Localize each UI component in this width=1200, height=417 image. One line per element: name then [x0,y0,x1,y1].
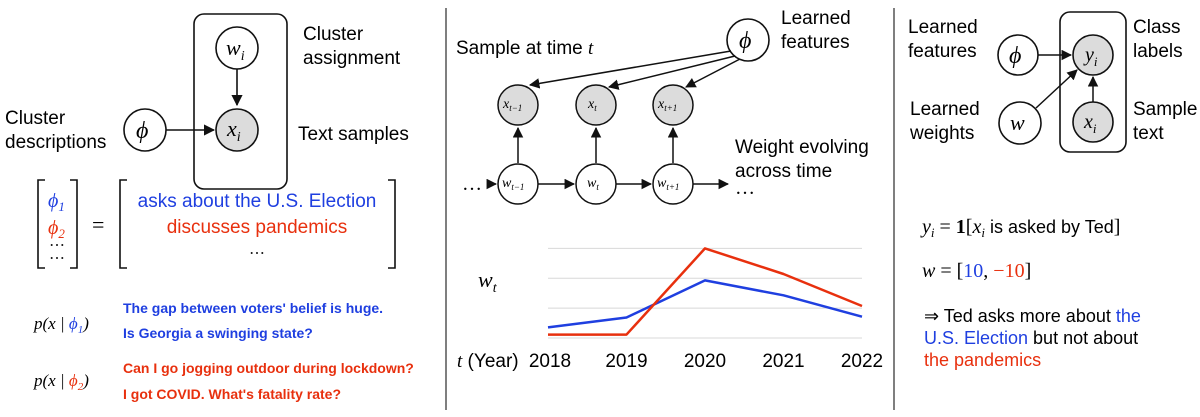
plate-box-cls [1059,11,1127,153]
conclusion-text: ⇒ Ted asks more about the U.S. Election … [924,306,1146,370]
node-phi-temporal [726,18,770,62]
cond-prob-phi1: p(x | ϕ1) [33,314,89,336]
equation-indicator: yi = 1[xi is asked by Ted] [920,216,1120,240]
node-y-i [1072,34,1114,76]
phi2-symbol: ϕ2 [48,217,65,241]
node-phi-temporal-label: ϕ [739,28,751,54]
node-x-t-label: xt [587,97,597,113]
node-x-i-label: xi [226,116,241,145]
node-w-cls [998,101,1042,145]
left-vector-bracket-open [37,179,45,269]
x-tick-label: 2018 [529,351,571,372]
label-text-samples: Text samples [298,124,409,145]
sample-covid: I got COVID. What's fatality rate? [123,386,341,402]
node-x-i-cls-label: xi [1083,111,1097,136]
label-class-labels: Class labels [1133,17,1186,62]
node-y-i-label: yi [1083,44,1098,69]
right-vector-bracket-open [119,179,127,269]
description-ellipsis: ⋯ [249,245,265,262]
sample-georgia: Is Georgia a swinging state? [123,325,313,341]
sample-jogging: Can I go jogging outdoor during lockdown… [123,360,414,376]
edge-phi-to-x-next [685,58,741,88]
node-x-t-plus-1-label: xt+1 [657,97,677,113]
label-learned-weights: Learned weights [909,99,985,144]
edge-phi-to-x-prev [528,50,732,89]
node-phi-label: ϕ [136,118,148,144]
weight-chart: 2018 2019 2020 2021 2022 [529,247,883,372]
ellipsis-row4: ⋯ [49,250,65,267]
phi1-symbol: ϕ1 [48,190,65,214]
node-x-t-plus-1 [652,84,694,126]
left-vector-bracket-close [70,179,78,269]
label-cluster-assignment: Cluster assignment [303,24,401,69]
chart-y-label-wt: wt [478,267,498,296]
plate-box [193,13,288,190]
edge-phi-to-x-curr [607,55,736,90]
panel-temporal: ϕ Learned features Sample at time t xt−1… [456,8,883,372]
node-x-i [215,108,259,152]
label-learned-features-cls: Learned features [908,17,983,62]
x-tick-label: 2021 [762,351,804,372]
panel-clustering: wi xi ϕ Cluster assignment Cluster descr… [5,13,414,402]
description-election: asks about the U.S. Election [138,191,377,212]
node-w-t-label: wt [587,176,599,192]
sample-voters-gap: The gap between voters' belief is huge. [123,300,383,316]
node-w-i-label: wi [226,35,245,64]
label-weight-evolving: Weight evolving across time [735,137,874,182]
node-w-t-minus-1-label: wt−1 [502,176,524,192]
x-tick-label: 2019 [605,351,647,372]
label-sample-text: Sample text [1133,99,1200,144]
panel-classification: Learned features Learned weights Class l… [908,11,1200,370]
right-vector-bracket-close [388,179,396,269]
chart-x-axis-label: t (Year) [457,351,519,372]
node-w-t-plus-1-label: wt+1 [657,176,679,192]
node-x-t [575,84,617,126]
label-learned-features-temporal: Learned features [781,8,856,53]
ellipsis-right: … [735,177,755,199]
cond-prob-phi2: p(x | ϕ2) [33,371,89,393]
ellipsis-left: … [462,173,482,195]
description-pandemics: discusses pandemics [167,217,348,238]
matrix-equation: ϕ1 ϕ2 ⋯ ⋯ = asks about the U.S. Election… [37,179,396,269]
ellipsis-row3: ⋯ [49,237,65,254]
series-line-blue [547,279,863,329]
label-cluster-descriptions: Cluster descriptions [5,108,106,153]
label-sample-at-time: Sample at time t [456,38,594,59]
x-tick-label: 2022 [841,351,883,372]
node-x-t-minus-1 [497,84,539,126]
equals-sign: = [92,212,104,237]
series-line-red [548,247,863,336]
node-w-cls-label: w [1010,110,1025,135]
edge-w-to-y [1035,69,1078,109]
x-tick-label: 2020 [684,351,726,372]
node-x-t-minus-1-label: xt−1 [502,97,522,113]
node-phi-cls-label: ϕ [1009,43,1021,69]
equation-weights: w = [10, −10] [922,260,1031,282]
